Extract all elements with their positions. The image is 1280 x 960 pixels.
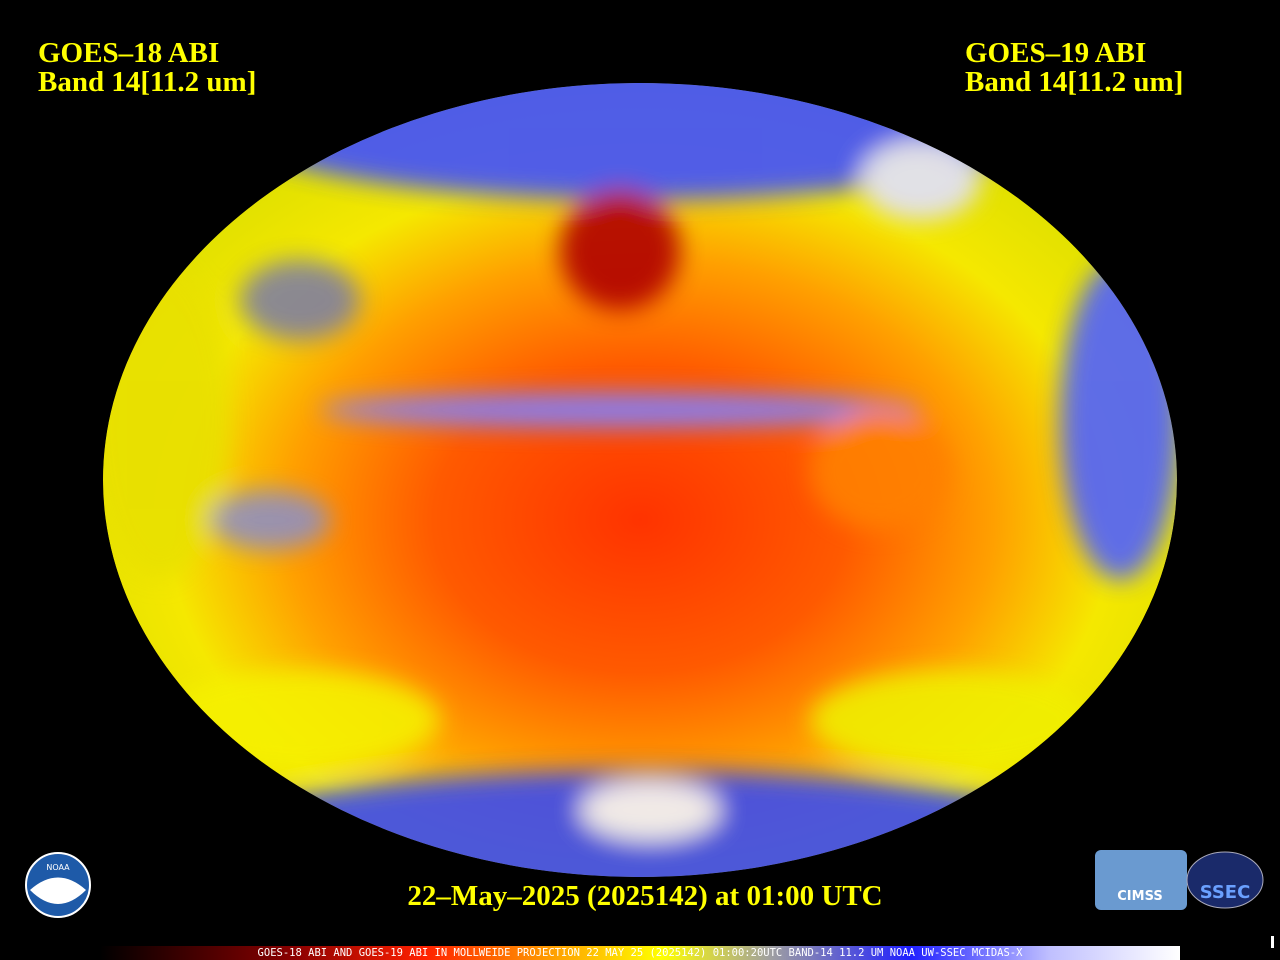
corner-mark <box>1271 936 1274 948</box>
ssec-label: SSEC <box>1200 882 1251 903</box>
cimss-label: CIMSS <box>1117 889 1162 904</box>
noaa-label: NOAA <box>46 863 70 872</box>
right-title: GOES–19 ABI <box>965 37 1146 69</box>
cimss-logo: CIMSS <box>1095 850 1187 910</box>
right-band: Band 14[11.2 um] <box>965 66 1183 98</box>
timestamp: 22–May–2025 (2025142) at 01:00 UTC <box>407 880 882 912</box>
noaa-logo: NOAA <box>25 852 91 918</box>
ssec-logo: SSEC <box>1186 851 1264 909</box>
earth-disk <box>103 83 1177 877</box>
footer-text: GOES-18 ABI AND GOES-19 ABI IN MOLLWEIDE… <box>258 947 1024 959</box>
color-bar <box>100 946 1180 960</box>
left-title: GOES–18 ABI <box>38 37 219 69</box>
left-band: Band 14[11.2 um] <box>38 66 256 98</box>
